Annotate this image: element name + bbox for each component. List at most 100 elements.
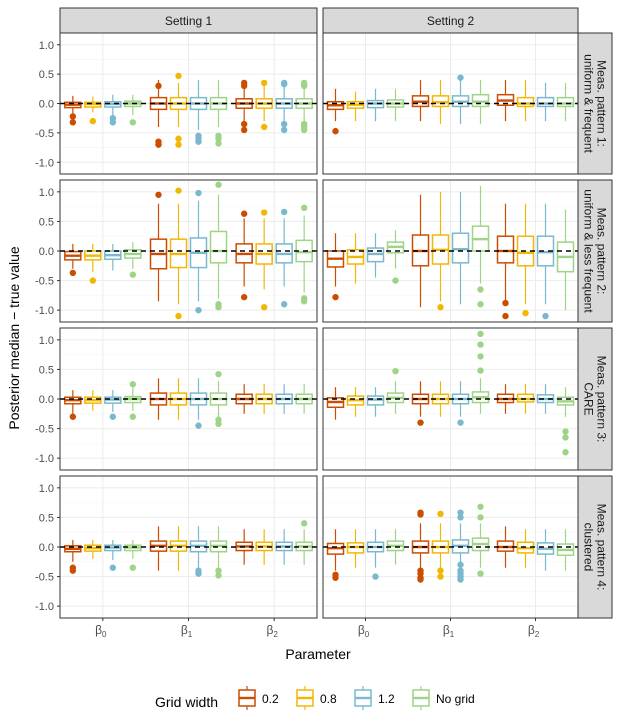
panel-r3-c1	[59, 327, 318, 471]
outlier-point	[69, 567, 77, 574]
box-b1-series-3	[451, 74, 470, 125]
outlier-point	[129, 119, 137, 126]
outlier-point	[215, 567, 222, 574]
outlier-point	[129, 413, 137, 420]
box-b1-series-2	[431, 80, 450, 125]
panel-r4-c2	[322, 475, 579, 619]
outlier-point	[457, 514, 464, 521]
outlier-point	[280, 120, 288, 128]
outlier-point	[437, 510, 444, 518]
outlier-point	[175, 187, 182, 194]
x-tick-label: β2	[266, 623, 278, 639]
outlier-point	[240, 82, 248, 90]
row-strip-label: uniform & less frequent	[582, 189, 596, 313]
outlier-point	[300, 298, 308, 305]
box-iqr	[516, 96, 535, 108]
outlier-point	[260, 304, 268, 311]
outlier-point	[69, 119, 77, 126]
box-b2-series-3	[536, 203, 555, 320]
box-b0-series-4	[386, 230, 405, 284]
outlier-point	[392, 277, 399, 284]
row-strip-label: uniform & frequent	[582, 54, 596, 153]
legend-label: No grid	[436, 692, 475, 706]
box-iqr	[556, 96, 575, 108]
panel-r4-c1	[59, 475, 318, 619]
box-b1-series-3	[451, 191, 470, 305]
axes-layer: -1.0 -0.5 0.0 0.5 1.0 -1.0 -0.5 0.0 0.5 1.0 -1.0 -0…	[35, 40, 540, 639]
box-b1-series-4	[471, 185, 490, 308]
outlier-point	[215, 572, 222, 579]
outlier-point	[332, 574, 339, 581]
outlier-point	[175, 141, 182, 148]
outlier-point	[175, 312, 182, 320]
legend-item-4: No grid	[412, 686, 475, 710]
box-b0-series-2	[346, 91, 365, 122]
outlier-point	[437, 573, 444, 580]
box-b2-series-4	[556, 529, 575, 571]
row-strip-label: clustered	[582, 523, 596, 572]
legend-label: 1.2	[378, 692, 395, 706]
outlier-point	[195, 138, 202, 145]
y-tick-label: 1.0	[39, 335, 54, 347]
panel-r2-c2	[322, 179, 579, 323]
box-b2-series-1	[235, 210, 253, 301]
box-b2-series-2	[516, 80, 535, 122]
outlier-point	[477, 570, 484, 577]
x-tick-label: β2	[528, 623, 540, 639]
box-b1-series-3	[451, 509, 470, 583]
box-b2-series-2	[255, 209, 273, 311]
row-strip-4	[577, 475, 613, 619]
outlier-point	[300, 126, 308, 134]
y-tick-label: -0.5	[35, 424, 54, 436]
outlier-point	[457, 419, 464, 426]
legend-item-3: 1.2	[354, 686, 395, 710]
box-b0-series-4	[124, 242, 142, 278]
outlier-point	[477, 341, 484, 348]
box-b1-series-4	[471, 80, 490, 125]
x-tick-label: β1	[181, 623, 193, 639]
legend-label: 0.2	[262, 692, 279, 706]
box-b1-series-3	[189, 189, 208, 314]
y-tick-label: -0.5	[35, 128, 54, 140]
outlier-point	[280, 208, 288, 216]
outlier-point	[215, 140, 222, 147]
outlier-point	[215, 181, 222, 188]
row-strip-label-group: Meas. pattern 3:CARE	[582, 356, 609, 443]
outlier-point	[562, 428, 569, 435]
outlier-point	[477, 353, 484, 360]
outlier-point	[175, 135, 182, 142]
outlier-point	[240, 126, 248, 134]
box-b0-series-3	[104, 243, 122, 271]
y-tick-label: -0.5	[35, 276, 54, 288]
box-iqr	[209, 230, 228, 264]
box-b2-series-4	[556, 387, 575, 456]
outlier-point	[280, 301, 288, 308]
column-strip-label: Setting 2	[427, 14, 475, 28]
outlier-point	[129, 564, 137, 571]
y-tick-label: 0.0	[39, 394, 54, 406]
row-strip-label: Meas. pattern 3:	[595, 356, 609, 443]
column-strip-label: Setting 1	[165, 14, 213, 28]
outlier-point	[542, 312, 549, 320]
row-strip-label: Meas. pattern 4:	[595, 504, 609, 591]
outlier-point	[417, 576, 424, 583]
outlier-point	[195, 422, 202, 429]
outlier-point	[69, 113, 77, 120]
panels-layer	[59, 32, 579, 619]
outlier-point	[332, 293, 339, 301]
y-tick-label: 0.5	[39, 69, 54, 81]
x-axis-title: Parameter	[285, 646, 351, 662]
box-b0-series-4	[386, 367, 405, 414]
outlier-point	[240, 120, 248, 128]
outlier-point	[477, 330, 484, 338]
box-b0-series-4	[386, 529, 405, 565]
outlier-point	[155, 191, 162, 198]
outlier-point	[417, 419, 424, 426]
y-tick-label: 0.5	[39, 216, 54, 228]
panel-r2-c1	[59, 179, 318, 323]
panel-r3-c2	[322, 327, 579, 471]
legend-items: 0.2 0.8 1.2 No grid	[238, 686, 475, 710]
box-b2-series-4	[556, 209, 575, 311]
